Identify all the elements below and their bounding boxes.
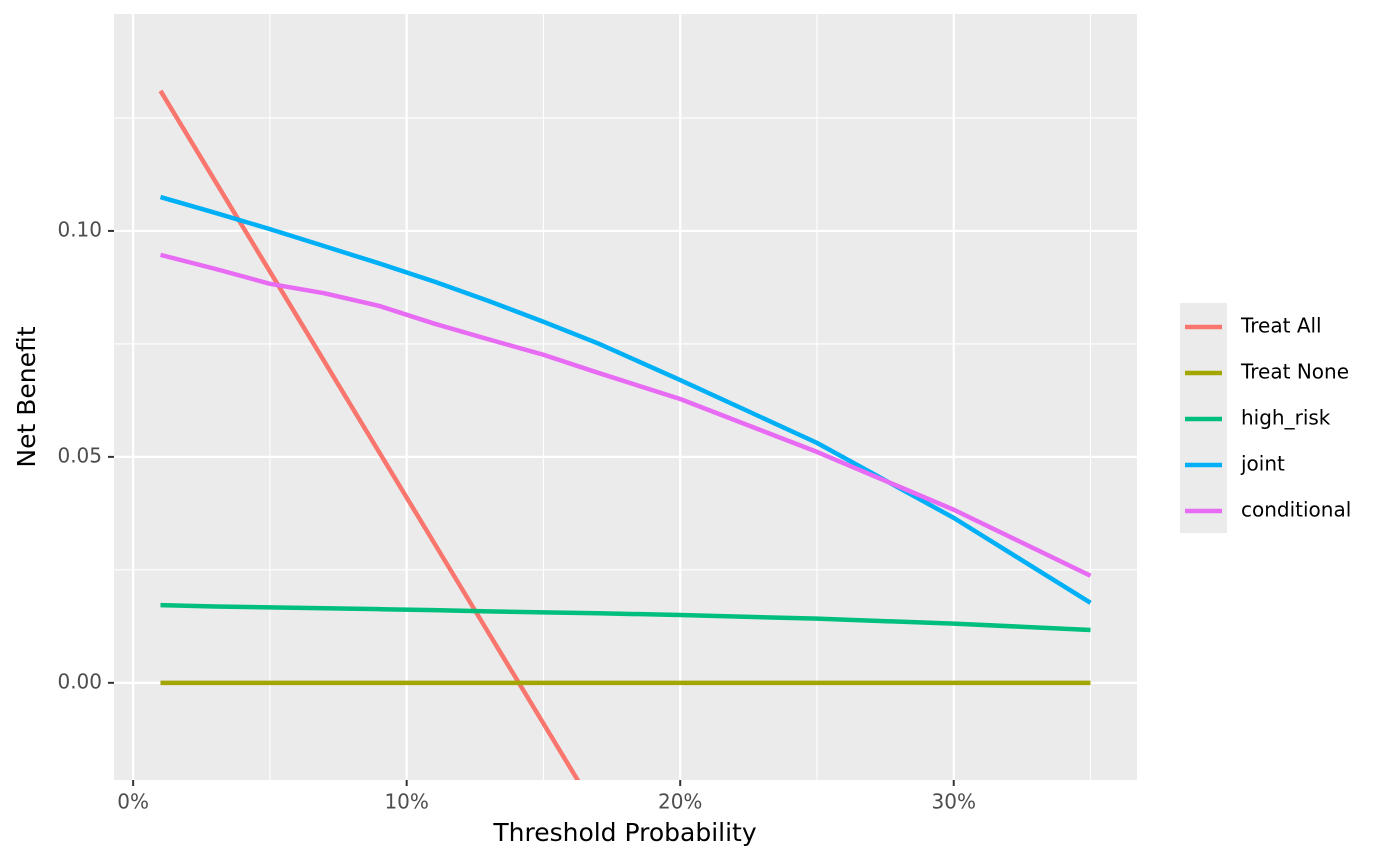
series-line <box>159 194 1092 605</box>
y-tick-label: 0.10 <box>57 217 102 241</box>
series-line <box>160 602 1091 633</box>
x-tick-label: 20% <box>658 790 702 814</box>
series-line <box>158 89 581 780</box>
x-tick-label: 10% <box>384 790 428 814</box>
x-axis-title: Threshold Probability <box>492 818 757 847</box>
x-tick-label: 0% <box>117 790 149 814</box>
y-axis-title: Net Benefit <box>12 326 41 467</box>
legend-label: Treat All <box>1240 314 1322 338</box>
legend-label: Treat None <box>1240 360 1349 384</box>
y-tick-label: 0.00 <box>57 669 102 693</box>
legend-label: conditional <box>1241 498 1351 522</box>
legend-label: high_risk <box>1241 406 1331 430</box>
legend-label: joint <box>1240 452 1285 476</box>
plot-lines <box>158 89 1092 780</box>
y-tick-label: 0.05 <box>57 443 102 467</box>
series-line <box>159 252 1092 578</box>
panel-background <box>114 14 1137 780</box>
x-tick-label: 30% <box>932 790 976 814</box>
axes: 0% 10% 20% 30% 0.00 0.05 0.10 <box>57 217 975 813</box>
